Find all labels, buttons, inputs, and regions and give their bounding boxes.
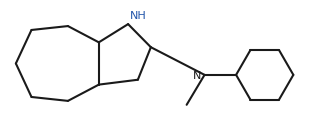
Text: NH: NH (129, 11, 146, 21)
Text: N: N (193, 72, 201, 82)
